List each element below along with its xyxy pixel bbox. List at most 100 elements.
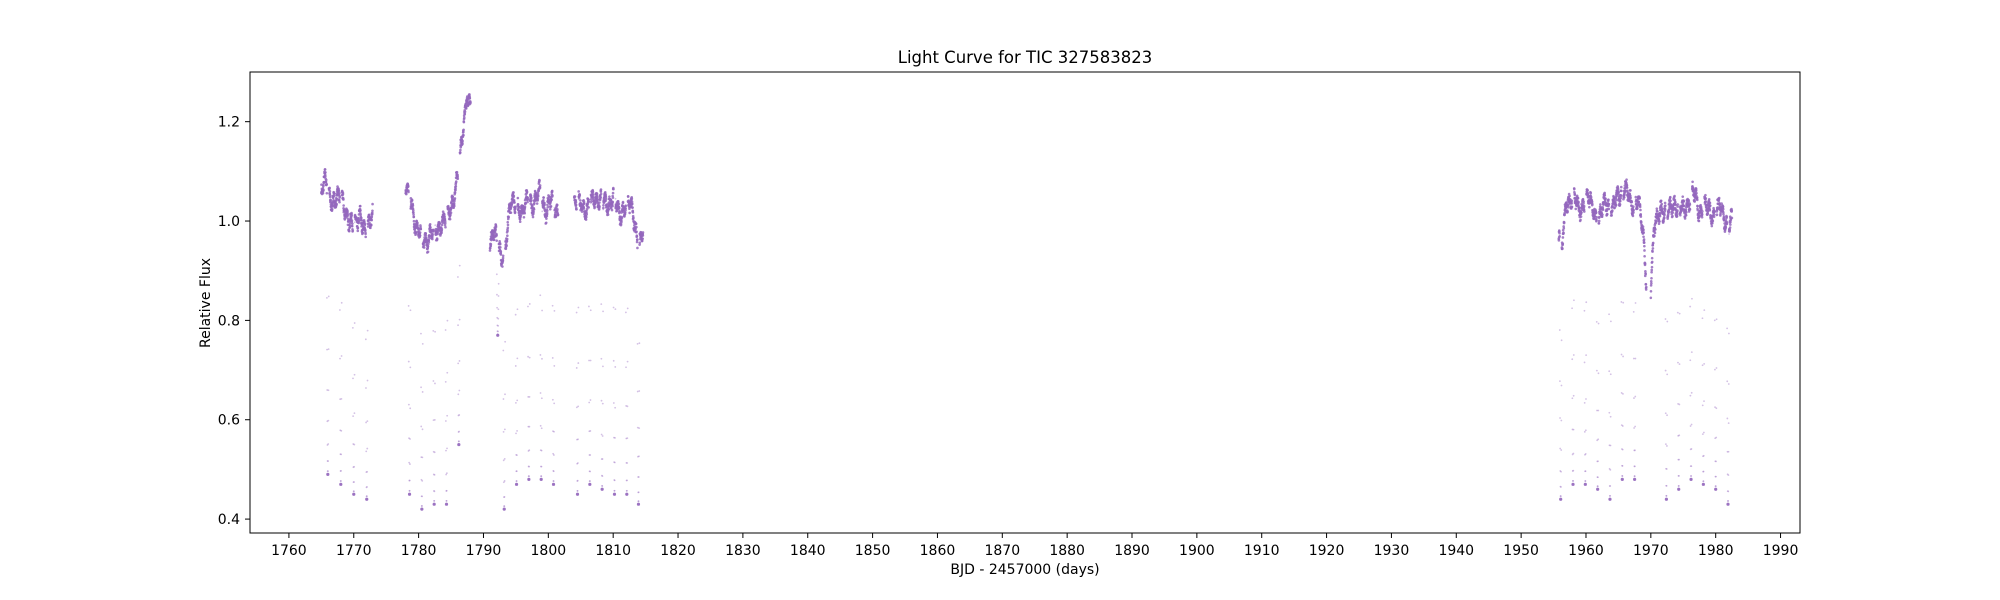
flux-point bbox=[347, 229, 351, 233]
x-tick-label: 1930 bbox=[1374, 543, 1410, 559]
flux-point bbox=[1714, 406, 1716, 409]
flux-point bbox=[441, 210, 445, 214]
flux-point bbox=[445, 473, 448, 476]
flux-point bbox=[326, 444, 329, 446]
flux-point bbox=[625, 405, 628, 407]
flux-point bbox=[1605, 212, 1609, 216]
flux-point bbox=[526, 200, 529, 204]
flux-point bbox=[577, 306, 580, 309]
flux-point bbox=[1724, 226, 1728, 229]
flux-point bbox=[1701, 433, 1704, 436]
flux-point bbox=[1572, 428, 1575, 431]
flux-point bbox=[552, 430, 554, 433]
flux-point bbox=[350, 219, 354, 223]
flux-point bbox=[1634, 302, 1637, 304]
x-axis-label: BJD - 2457000 (days) bbox=[950, 562, 1099, 578]
flux-point bbox=[502, 430, 505, 433]
flux-point bbox=[1609, 468, 1612, 471]
eclipse-minimum-point bbox=[326, 472, 330, 476]
flux-point bbox=[328, 190, 332, 193]
flux-point bbox=[641, 231, 645, 234]
flux-point bbox=[433, 490, 435, 492]
flux-point bbox=[610, 208, 614, 212]
flux-point bbox=[421, 505, 423, 507]
flux-point bbox=[405, 192, 408, 196]
flux-point bbox=[599, 192, 603, 196]
eclipse-minimum-point bbox=[1701, 482, 1705, 486]
flux-point bbox=[512, 191, 515, 194]
y-tick-label: 0.6 bbox=[218, 413, 240, 429]
flux-point bbox=[1727, 383, 1730, 385]
flux-point bbox=[496, 306, 498, 309]
flux-point bbox=[1596, 460, 1599, 463]
flux-point bbox=[498, 242, 502, 246]
eclipse-minimum-point bbox=[1583, 482, 1587, 486]
flux-point bbox=[332, 192, 336, 195]
flux-point bbox=[326, 460, 329, 462]
flux-point bbox=[631, 211, 635, 214]
flux-point bbox=[539, 294, 542, 297]
flux-point bbox=[1663, 208, 1667, 212]
flux-point bbox=[1607, 198, 1610, 201]
flux-point bbox=[352, 481, 355, 484]
flux-point bbox=[1650, 282, 1653, 285]
x-tick-label: 1970 bbox=[1633, 543, 1669, 559]
flux-point bbox=[350, 224, 354, 228]
flux-point bbox=[1639, 208, 1642, 212]
flux-point bbox=[578, 194, 582, 197]
flux-point bbox=[353, 412, 356, 415]
flux-point bbox=[459, 148, 462, 152]
flux-point bbox=[352, 377, 354, 380]
flux-point bbox=[434, 382, 436, 385]
flux-point bbox=[1704, 197, 1708, 200]
flux-point bbox=[1575, 194, 1579, 198]
flux-point bbox=[1589, 191, 1593, 195]
flux-point bbox=[553, 454, 555, 456]
flux-point bbox=[613, 436, 615, 439]
flux-point bbox=[1727, 500, 1730, 502]
eclipse-minimum-point bbox=[625, 492, 629, 496]
flux-point bbox=[1561, 236, 1565, 239]
flux-point bbox=[1665, 468, 1668, 470]
flux-point bbox=[519, 213, 523, 217]
flux-point bbox=[532, 208, 536, 211]
flux-point bbox=[1649, 284, 1653, 287]
flux-point bbox=[351, 326, 354, 329]
flux-point bbox=[1622, 392, 1624, 395]
flux-point bbox=[458, 430, 460, 433]
flux-point bbox=[1586, 192, 1590, 195]
flux-point bbox=[585, 215, 588, 219]
flux-point bbox=[626, 489, 628, 492]
x-tick-label: 1870 bbox=[984, 543, 1020, 559]
flux-point bbox=[1584, 453, 1586, 456]
flux-point bbox=[371, 211, 374, 215]
flux-point bbox=[1689, 305, 1692, 308]
flux-point bbox=[348, 224, 352, 228]
flux-point bbox=[452, 204, 456, 208]
x-tick-label: 1890 bbox=[1114, 543, 1150, 559]
flux-point bbox=[634, 227, 637, 231]
flux-point bbox=[1678, 458, 1681, 461]
flux-point bbox=[1678, 434, 1681, 437]
flux-point bbox=[422, 244, 426, 247]
flux-point bbox=[1666, 373, 1669, 376]
flux-point bbox=[1558, 231, 1561, 235]
flux-point bbox=[1629, 189, 1632, 192]
flux-point bbox=[1690, 351, 1693, 354]
flux-point bbox=[1725, 222, 1729, 226]
flux-point bbox=[1592, 217, 1596, 221]
flux-point bbox=[462, 128, 465, 132]
flux-point bbox=[515, 454, 518, 456]
flux-point bbox=[462, 133, 465, 137]
flux-point bbox=[1715, 407, 1718, 410]
flux-point bbox=[599, 188, 603, 191]
flux-point bbox=[1622, 355, 1624, 358]
flux-point bbox=[1632, 208, 1635, 212]
flux-point bbox=[612, 359, 615, 362]
flux-point bbox=[516, 454, 518, 457]
flux-point bbox=[1728, 226, 1732, 229]
flux-point bbox=[342, 198, 345, 201]
flux-point bbox=[462, 116, 466, 120]
flux-point bbox=[1632, 310, 1635, 313]
flux-point bbox=[1580, 211, 1583, 214]
